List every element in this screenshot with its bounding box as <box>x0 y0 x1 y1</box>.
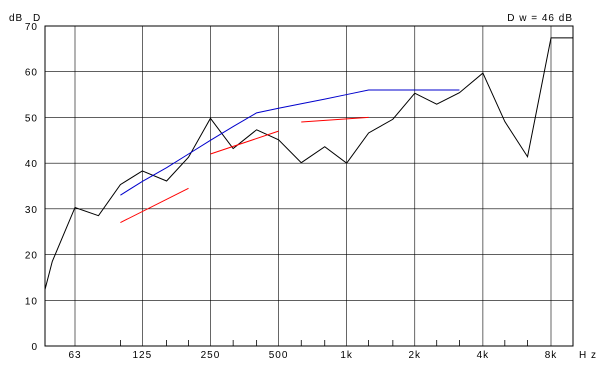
series-2-line <box>120 187 189 224</box>
y-tick-label: 60 <box>25 68 38 79</box>
series-2-line <box>210 130 279 155</box>
y-tick-label: 20 <box>25 251 38 262</box>
chart-letter-label: D <box>33 13 41 24</box>
y-tick-label: 70 <box>25 22 38 33</box>
x-tick-label: 500 <box>269 350 289 360</box>
y-tick-label: 10 <box>25 296 38 307</box>
y-axis-unit-label: dB <box>9 13 23 24</box>
x-axis-unit-label: H z <box>579 350 597 360</box>
x-tick-label: 8k <box>545 350 558 360</box>
x-tick-label: 63 <box>68 350 81 360</box>
series-1-line <box>120 89 460 196</box>
x-tick-label: 4k <box>477 350 490 360</box>
y-tick-label: 50 <box>25 113 38 124</box>
y-tick-label: 40 <box>25 159 38 170</box>
x-tick-label: 125 <box>132 350 152 360</box>
plot-frame <box>44 25 574 347</box>
series-2-line <box>301 116 369 123</box>
x-tick-label: 2k <box>408 350 421 360</box>
series-0-line <box>45 37 573 292</box>
x-tick-label: 250 <box>201 350 221 360</box>
y-tick-label: 0 <box>31 342 38 353</box>
x-tick-label: 1k <box>340 350 353 360</box>
rating-label: D w = 46 dB <box>507 13 573 24</box>
y-tick-label: 30 <box>25 205 38 216</box>
